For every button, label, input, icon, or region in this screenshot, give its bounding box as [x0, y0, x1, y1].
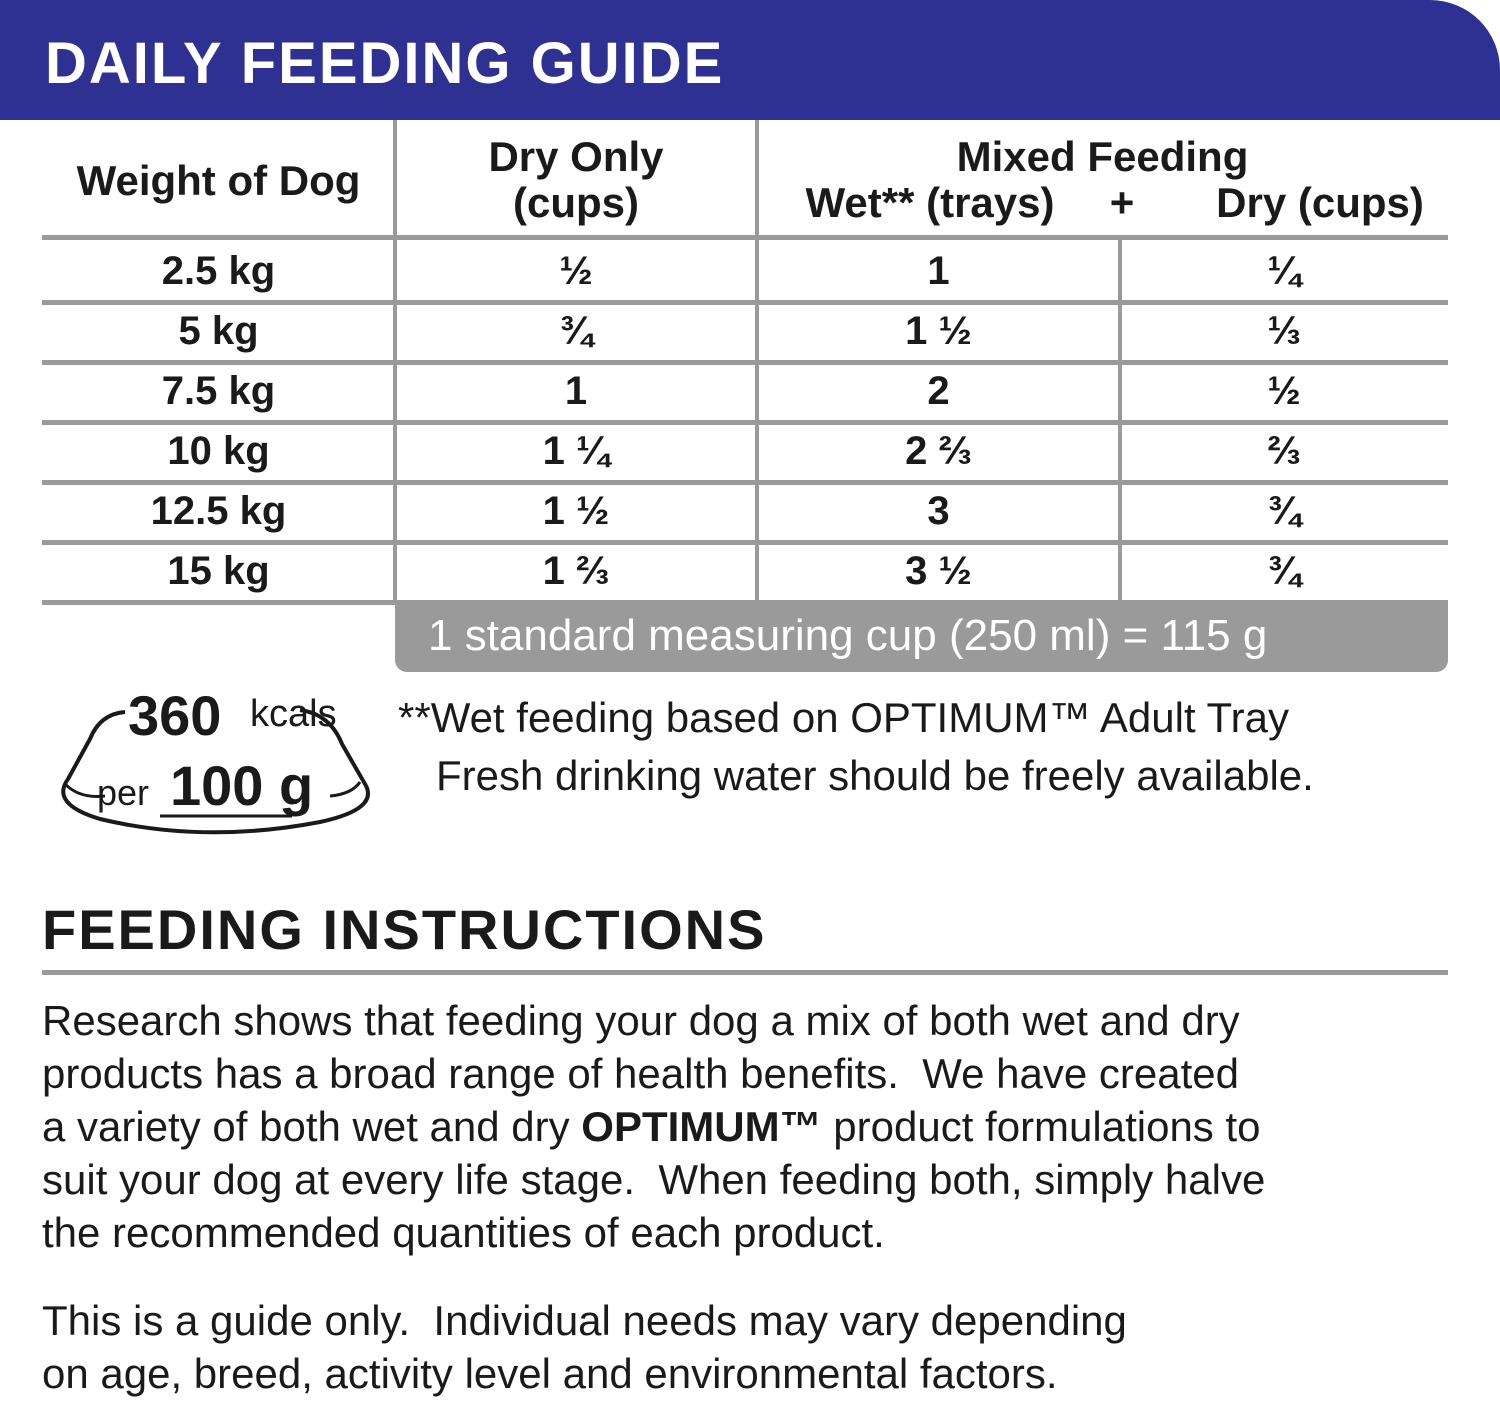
amount-cell: 3 ½ [905, 549, 972, 593]
amount-cell: 1 ¼ [542, 429, 610, 473]
paragraph-line: suit your dog at every life stage. When … [42, 1156, 1266, 1203]
column-header: Dry Only [488, 133, 664, 180]
cup-footer [395, 600, 1448, 672]
weight-cell: 2.5 kg [161, 249, 276, 293]
amount-cell: 1 [564, 369, 588, 413]
header-band [0, 0, 1500, 120]
amount-cell: ⅔ [1267, 429, 1301, 473]
energy-value: 360 [128, 684, 222, 747]
paragraph-line: on age, breed, activity level and enviro… [42, 1350, 1058, 1397]
paragraph-line: a variety of both wet and dry OPTIMUM™ p… [42, 1106, 1261, 1148]
energy-unit: kcals [250, 693, 337, 735]
bowl-icon [61, 708, 370, 835]
amount-cell: 3 [927, 489, 950, 533]
table-rule [42, 540, 1448, 545]
paragraph-line: Research shows that feeding your dog a m… [42, 997, 1240, 1044]
column-header: Mixed Feeding [956, 133, 1249, 180]
weight-cell: 15 kg [167, 549, 270, 593]
column-divider [393, 120, 397, 602]
column-header: Weight of Dog [76, 157, 361, 204]
amount-cell: ¼ [1267, 249, 1301, 293]
weight-cell: 7.5 kg [161, 369, 276, 413]
text-run: a variety of both wet and dry [42, 1103, 582, 1150]
amount-cell: ⅓ [1267, 309, 1301, 353]
amount-cell: ½ [559, 249, 593, 293]
amount-cell: ¾ [559, 309, 593, 353]
column-header: (cups) [513, 179, 639, 226]
table-rule [42, 360, 1448, 365]
paragraph-line: the recommended quantities of each produ… [42, 1209, 885, 1256]
column-header: Wet** (trays) [805, 179, 1055, 226]
table-rule [42, 600, 395, 605]
table-rule [42, 235, 1448, 240]
note: Fresh drinking water should be freely av… [436, 752, 1314, 799]
amount-cell: 1 [927, 249, 950, 293]
amount-cell: ½ [1267, 369, 1301, 413]
section-rule [42, 970, 1448, 975]
table-rule [42, 300, 1448, 305]
amount-cell: ¾ [1267, 549, 1301, 593]
amount-cell: ¾ [1267, 489, 1301, 533]
paragraph-line: products has a broad range of health ben… [42, 1050, 1239, 1097]
weight-cell: 12.5 kg [150, 489, 287, 533]
column-header: + [1109, 179, 1135, 226]
table-rule [42, 420, 1448, 425]
paragraph-line: This is a guide only. Individual needs m… [42, 1297, 1127, 1344]
amount-cell: 1 ½ [905, 309, 972, 353]
section-title: FEEDING INSTRUCTIONS [42, 898, 767, 961]
amount-cell: 2 [927, 369, 950, 413]
note: **Wet feeding based on OPTIMUM™ Adult Tr… [398, 694, 1289, 741]
cup-footer-text: 1 standard measuring cup (250 ml) = 115 … [428, 611, 1268, 660]
amount-cell: 2 ⅔ [905, 429, 972, 473]
column-divider [755, 120, 759, 602]
text-run: product formulations to [821, 1103, 1261, 1150]
amount-cell: 1 ½ [542, 489, 610, 533]
table-rule [42, 480, 1448, 485]
energy-per: per [97, 772, 150, 813]
column-divider [1118, 237, 1122, 602]
amount-cell: 1 ⅔ [542, 549, 610, 593]
weight-cell: 10 kg [167, 429, 270, 473]
brand-name: OPTIMUM™ [581, 1103, 822, 1150]
column-header: Dry (cups) [1216, 179, 1424, 226]
weight-cell: 5 kg [178, 309, 259, 353]
energy-amount: 100 g [170, 754, 314, 817]
header-title: DAILY FEEDING GUIDE [45, 31, 725, 96]
